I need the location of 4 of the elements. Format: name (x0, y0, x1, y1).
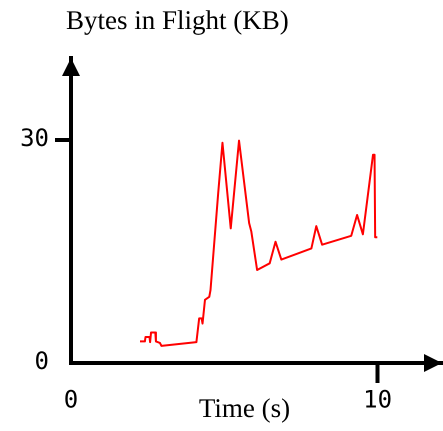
x-axis-title: Time (s) (198, 393, 290, 424)
y-axis-title: Bytes in Flight (KB) (66, 5, 289, 36)
x-tick-label: 10 (363, 386, 392, 414)
y-tick-label: 30 (20, 124, 49, 152)
